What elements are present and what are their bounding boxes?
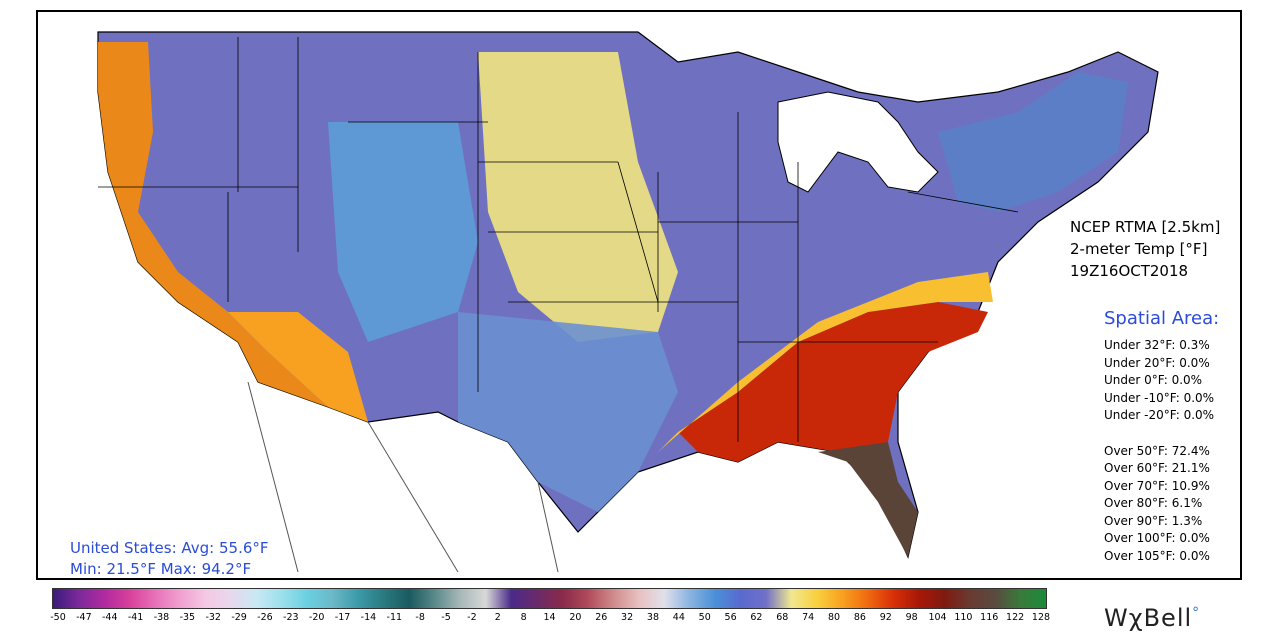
tick-label: -35 xyxy=(179,612,196,623)
region-florida xyxy=(818,442,918,557)
map-frame xyxy=(36,10,1242,580)
tick-label: 116 xyxy=(980,612,999,623)
tick-label: 38 xyxy=(646,612,660,623)
tick-label: -38 xyxy=(153,612,170,623)
tick-label: 20 xyxy=(569,612,582,623)
logo-mark: ° xyxy=(1192,605,1201,621)
tick-label: 62 xyxy=(750,612,763,623)
tick-label: 92 xyxy=(879,612,892,623)
tick-label: -14 xyxy=(360,612,377,623)
temperature-map xyxy=(97,31,1159,573)
region-plains xyxy=(478,52,678,342)
tick-label: 8 xyxy=(520,612,527,623)
tick-label: -26 xyxy=(257,612,273,623)
color-scale-bar xyxy=(52,588,1047,609)
model-name: NCEP RTMA [2.5km] xyxy=(1070,218,1221,236)
tick-label: 44 xyxy=(672,612,685,623)
region-northeast xyxy=(938,72,1128,212)
tick-label: -50 xyxy=(50,612,66,623)
tick-label: 68 xyxy=(776,612,789,623)
tick-label: 128 xyxy=(1031,612,1051,623)
spatial-area-title: Spatial Area: xyxy=(1104,308,1220,329)
tick-label: 98 xyxy=(905,612,918,623)
stats-avg: United States: Avg: 55.6°F xyxy=(70,539,269,557)
region-texas xyxy=(458,312,678,512)
stats-min-max: Min: 21.5°F Max: 94.2°F xyxy=(70,560,252,578)
region-southwest-desert xyxy=(228,312,368,422)
tick-label: -5 xyxy=(441,612,451,623)
under-row: Under -10°F: 0.0% xyxy=(1104,390,1215,405)
over-row: Over 105°F: 0.0% xyxy=(1104,548,1210,563)
tick-label: -41 xyxy=(127,612,144,623)
region-southeast-yellow xyxy=(658,272,993,452)
under-row: Under 20°F: 0.0% xyxy=(1104,355,1210,370)
tick-label: 74 xyxy=(802,612,815,623)
tick-label: 80 xyxy=(828,612,841,623)
mexico-outline xyxy=(247,381,559,573)
tick-label: -29 xyxy=(231,612,247,623)
color-scale-ticks: -50 -47 -44 -41 -38 -35 -32 -29 -26 -23 -20 -17 -14-… xyxy=(50,612,1051,626)
tick-label: 86 xyxy=(853,612,866,623)
valid-time: 19Z16OCT2018 xyxy=(1070,262,1189,280)
stats-panel: United States: Avg: 55.6°F Min: 21.5°F M… xyxy=(70,538,269,580)
over-list: Over 50°F: 72.4% Over 60°F: 21.1% Over 70°… xyxy=(1104,443,1219,566)
variable-name: 2-meter Temp [°F] xyxy=(1070,240,1208,258)
wxbell-logo: WχBell° xyxy=(1104,604,1200,632)
state-lines xyxy=(98,37,1019,442)
over-row: Over 60°F: 21.1% xyxy=(1104,461,1210,475)
tick-label: 32 xyxy=(621,612,634,623)
map-info: NCEP RTMA [2.5km] 2-meter Temp [°F] 19Z1… xyxy=(1070,216,1220,282)
tick-label: 104 xyxy=(928,612,947,623)
tick-label: -17 xyxy=(334,612,351,623)
over-row: Over 80°F: 6.1% xyxy=(1104,496,1203,510)
region-rockies xyxy=(328,122,478,342)
tick-label: -47 xyxy=(76,612,92,623)
under-row: Under 32°F: 0.3% xyxy=(1104,338,1210,352)
under-row: Under -20°F: 0.0% xyxy=(1104,408,1215,422)
region-west-coast xyxy=(98,42,328,407)
tick-label: 110 xyxy=(954,612,973,623)
over-row: Over 90°F: 1.3% xyxy=(1104,513,1203,528)
tick-label: -20 xyxy=(308,612,325,623)
over-row: Over 70°F: 10.9% xyxy=(1104,478,1210,493)
tick-label: 26 xyxy=(595,612,608,623)
tick-label: -23 xyxy=(283,612,299,623)
tick-label: -2 xyxy=(467,612,477,623)
tick-label: 122 xyxy=(1006,612,1025,623)
tick-label: 2 xyxy=(494,612,501,623)
tick-label: -32 xyxy=(205,612,221,623)
under-list: Under 32°F: 0.3% Under 20°F: 0.0% Under 0°… xyxy=(1104,337,1219,425)
under-row: Under 0°F: 0.0% xyxy=(1104,373,1203,387)
tick-label: -44 xyxy=(101,612,118,623)
spatial-area-panel: Spatial Area: Under 32°F: 0.3% Under 20°F… xyxy=(1104,308,1219,565)
tick-label: -11 xyxy=(386,612,403,623)
tick-label: 50 xyxy=(698,612,711,623)
over-row: Over 50°F: 72.4% xyxy=(1104,443,1210,458)
tick-label: 56 xyxy=(724,612,737,623)
over-row: Over 100°F: 0.0% xyxy=(1104,531,1210,545)
great-lakes xyxy=(777,91,939,193)
tick-label: 14 xyxy=(543,612,556,623)
logo-text: WχBell xyxy=(1104,604,1193,632)
tick-label: -8 xyxy=(415,612,425,623)
